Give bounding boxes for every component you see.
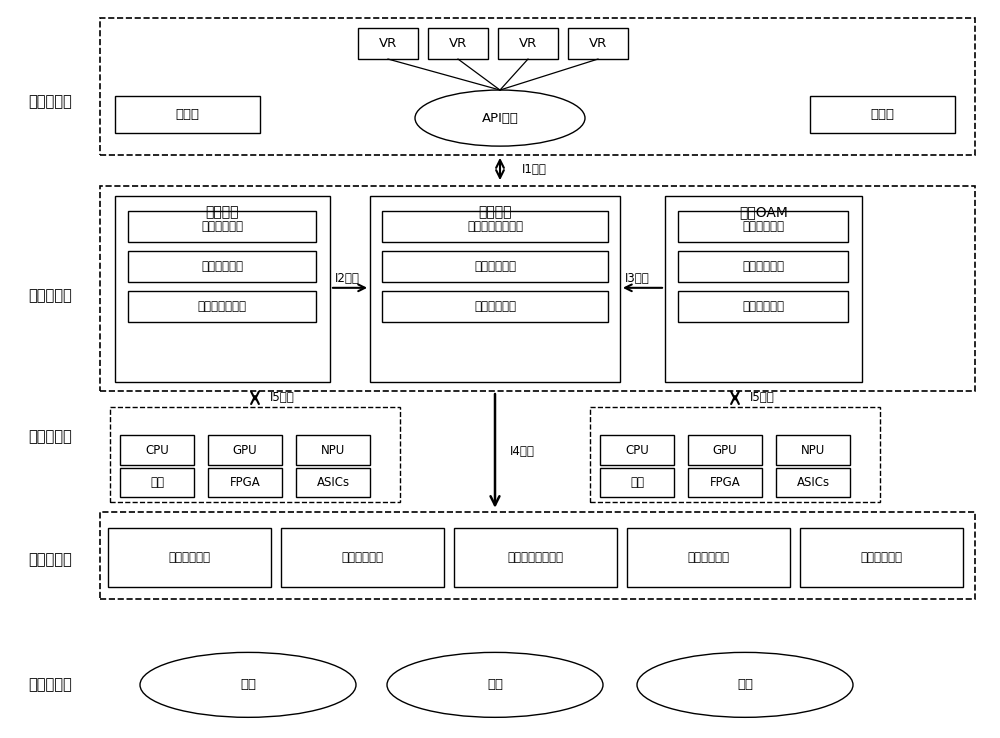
Text: 算力故障管理: 算力故障管理 (742, 300, 784, 313)
FancyBboxPatch shape (120, 435, 194, 465)
FancyBboxPatch shape (358, 28, 418, 59)
FancyBboxPatch shape (128, 251, 316, 282)
FancyBboxPatch shape (110, 407, 400, 502)
Text: I2接口: I2接口 (335, 272, 360, 286)
Text: 算力状态网络通告: 算力状态网络通告 (508, 551, 564, 564)
Text: CPU: CPU (145, 444, 169, 457)
Text: I4接口: I4接口 (510, 445, 535, 458)
FancyBboxPatch shape (688, 435, 762, 465)
FancyBboxPatch shape (382, 211, 608, 242)
FancyBboxPatch shape (296, 435, 370, 465)
FancyBboxPatch shape (600, 468, 674, 497)
FancyBboxPatch shape (590, 407, 880, 502)
Text: FPGA: FPGA (230, 476, 260, 489)
Text: 算力性能监控: 算力性能监控 (742, 220, 784, 233)
FancyBboxPatch shape (128, 211, 316, 242)
Text: 算力平台层: 算力平台层 (28, 288, 72, 303)
Text: 算力能力通告: 算力能力通告 (474, 260, 516, 273)
FancyBboxPatch shape (115, 96, 260, 133)
Text: I5接口: I5接口 (750, 391, 775, 404)
Text: 算力能力模板: 算力能力模板 (201, 260, 243, 273)
FancyBboxPatch shape (568, 28, 628, 59)
Text: I5接口: I5接口 (270, 391, 295, 404)
Text: 算力度量衡体系: 算力度量衡体系 (198, 300, 246, 313)
FancyBboxPatch shape (100, 512, 975, 599)
Text: 算力路由层: 算力路由层 (28, 552, 72, 567)
FancyBboxPatch shape (498, 28, 558, 59)
FancyBboxPatch shape (382, 251, 608, 282)
Text: VR: VR (589, 37, 607, 50)
Text: 城域: 城域 (487, 678, 503, 692)
Text: GPU: GPU (713, 444, 737, 457)
FancyBboxPatch shape (128, 291, 316, 322)
Text: 算力状态通告: 算力状态通告 (474, 300, 516, 313)
Text: CPU: CPU (625, 444, 649, 457)
FancyBboxPatch shape (678, 291, 848, 322)
Text: 算力路由标识: 算力路由标识 (168, 551, 210, 564)
Text: 算力服务合约通告: 算力服务合约通告 (467, 220, 523, 233)
FancyBboxPatch shape (208, 435, 282, 465)
Text: 算力通告: 算力通告 (478, 206, 512, 219)
FancyBboxPatch shape (115, 196, 330, 382)
Text: 算法库: 算法库 (176, 108, 200, 121)
Text: 算力服务合约: 算力服务合约 (201, 220, 243, 233)
Text: 算力路由控制: 算力路由控制 (341, 551, 383, 564)
FancyBboxPatch shape (428, 28, 488, 59)
Text: NPU: NPU (801, 444, 825, 457)
Text: 算力OAM: 算力OAM (739, 206, 788, 219)
Text: 算力服务层: 算力服务层 (28, 94, 72, 109)
Text: FPGA: FPGA (710, 476, 740, 489)
Text: VR: VR (449, 37, 467, 50)
FancyBboxPatch shape (776, 468, 850, 497)
FancyBboxPatch shape (454, 528, 617, 587)
Text: 算力资源层: 算力资源层 (28, 430, 72, 444)
Text: NPU: NPU (321, 444, 345, 457)
Text: ASICs: ASICs (316, 476, 350, 489)
Ellipse shape (637, 652, 853, 717)
FancyBboxPatch shape (120, 468, 194, 497)
Ellipse shape (140, 652, 356, 717)
Text: VR: VR (379, 37, 397, 50)
Text: 接入: 接入 (737, 678, 753, 692)
FancyBboxPatch shape (370, 196, 620, 382)
Text: 网络资源层: 网络资源层 (28, 677, 72, 692)
FancyBboxPatch shape (627, 528, 790, 587)
FancyBboxPatch shape (665, 196, 862, 382)
FancyBboxPatch shape (776, 435, 850, 465)
FancyBboxPatch shape (382, 291, 608, 322)
FancyBboxPatch shape (208, 468, 282, 497)
FancyBboxPatch shape (100, 18, 975, 155)
FancyBboxPatch shape (810, 96, 955, 133)
Text: 存储: 存储 (630, 476, 644, 489)
FancyBboxPatch shape (600, 435, 674, 465)
FancyBboxPatch shape (281, 528, 444, 587)
Text: 算力路由寻址: 算力路由寻址 (687, 551, 729, 564)
FancyBboxPatch shape (678, 211, 848, 242)
FancyBboxPatch shape (108, 528, 271, 587)
Text: I1接口: I1接口 (522, 162, 547, 176)
Text: API网关: API网关 (482, 111, 518, 125)
Text: ASICs: ASICs (796, 476, 830, 489)
FancyBboxPatch shape (688, 468, 762, 497)
Text: GPU: GPU (233, 444, 257, 457)
FancyBboxPatch shape (296, 468, 370, 497)
Text: 算力建模: 算力建模 (206, 206, 239, 219)
Text: 算力路由转发: 算力路由转发 (860, 551, 902, 564)
Ellipse shape (387, 652, 603, 717)
Ellipse shape (415, 90, 585, 146)
Text: 骨干: 骨干 (240, 678, 256, 692)
Text: 算法库: 算法库 (871, 108, 895, 121)
FancyBboxPatch shape (100, 186, 975, 391)
Text: I3接口: I3接口 (625, 272, 650, 286)
Text: 存储: 存储 (150, 476, 164, 489)
Text: VR: VR (519, 37, 537, 50)
Text: 算力计费管理: 算力计费管理 (742, 260, 784, 273)
FancyBboxPatch shape (678, 251, 848, 282)
FancyBboxPatch shape (800, 528, 963, 587)
